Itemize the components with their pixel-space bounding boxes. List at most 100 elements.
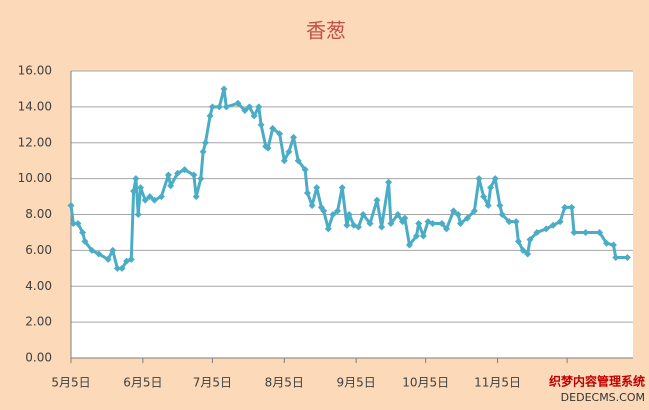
marker [197,175,205,183]
y-tick-label: 2.00 [25,315,52,329]
marker [612,254,620,262]
marker [484,202,492,210]
marker [443,225,451,233]
marker [366,219,374,227]
marker [385,178,393,186]
marker [456,219,464,227]
watermark: 织梦内容管理系统 [549,374,645,389]
marker [324,225,332,233]
marker [81,237,89,245]
y-tick-label: 4.00 [25,279,52,293]
marker [387,219,395,227]
marker [454,211,462,218]
marker [257,121,265,129]
marker [88,246,96,254]
marker [394,211,402,218]
marker [542,225,550,233]
y-tick-label: 16.00 [18,64,52,78]
marker [329,211,337,218]
marker [264,144,272,152]
marker [276,130,284,138]
y-tick-label: 0.00 [25,351,52,365]
marker [320,207,328,215]
x-tick-label: 7月5日 [193,376,232,390]
marker [512,218,520,226]
marker [167,182,175,190]
marker [255,103,263,111]
marker [514,237,522,245]
marker [192,193,200,201]
marker [338,184,346,192]
marker [498,211,506,218]
marker [69,219,77,227]
marker [141,196,149,204]
marker [250,112,258,120]
marker [334,207,342,215]
marker [132,175,140,183]
marker [429,219,437,227]
marker [609,241,617,249]
marker [301,166,309,174]
marker [206,112,214,120]
marker [220,85,228,93]
x-tick-label: 9月5日 [336,376,375,390]
marker [438,219,446,227]
marker [343,221,351,229]
marker [123,257,131,265]
marker [519,246,527,254]
marker [208,103,216,111]
marker [146,193,154,201]
marker [378,223,386,231]
marker [246,103,253,111]
marker [401,214,409,222]
x-tick-label: 8月5日 [265,376,304,390]
x-tick-label: 10月5日 [402,376,449,390]
marker [603,239,610,247]
marker [234,99,242,107]
y-tick-label: 6.00 [25,243,52,257]
marker [549,221,557,229]
marker [290,133,298,141]
marker [174,169,182,177]
marker [190,171,198,179]
marker [582,228,590,236]
marker [505,218,513,226]
marker [181,166,189,174]
marker [130,187,138,195]
marker [67,202,75,210]
marker [127,255,135,263]
marker [561,203,569,211]
marker [570,228,578,236]
marker [303,189,311,197]
x-tick-label: 5月5日 [51,376,90,390]
marker [354,223,362,231]
marker [74,219,82,227]
chart-title: 香葱 [306,19,346,43]
y-tick-label: 14.00 [18,99,52,113]
marker [222,103,230,111]
marker [596,228,604,236]
y-tick-label: 12.00 [18,135,52,149]
marker [201,139,209,147]
marker [280,157,288,165]
marker [496,202,504,210]
x-tick-label: 11月5日 [474,376,521,390]
marker [623,254,631,262]
marker [415,219,423,227]
marker [137,184,145,192]
marker [491,175,499,183]
marker [157,193,165,201]
y-tick-label: 8.00 [25,207,52,221]
marker [556,218,564,226]
marker [118,264,126,272]
marker [470,207,478,215]
marker [313,184,321,192]
marker [134,211,142,218]
marker [294,157,302,165]
marker [285,148,293,156]
marker [405,241,413,249]
marker [450,207,457,215]
marker [568,203,576,211]
marker [463,214,471,222]
